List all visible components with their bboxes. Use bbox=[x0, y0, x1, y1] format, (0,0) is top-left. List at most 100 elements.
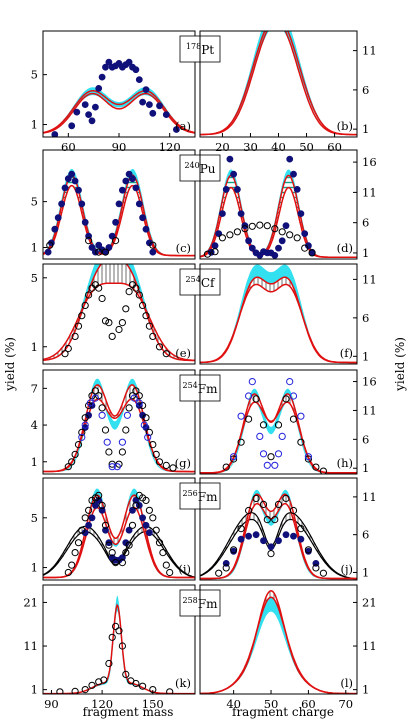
exp-point-filled bbox=[139, 214, 146, 222]
calc-line-2 bbox=[200, 283, 357, 364]
panel-f: 1 6 11 (f) bbox=[199, 263, 377, 365]
exp-point-open bbox=[245, 506, 253, 515]
exp-point-open bbox=[215, 569, 223, 577]
calc-line-1 bbox=[200, 393, 357, 474]
exp-point-open bbox=[68, 561, 76, 569]
exp-point-filled bbox=[156, 102, 163, 110]
exp-point-open bbox=[122, 426, 130, 434]
exp-point-filled bbox=[139, 98, 146, 106]
y-tick-label: 4 bbox=[31, 418, 38, 432]
exp-point-filled bbox=[297, 535, 305, 543]
y-tick-label: 1 bbox=[31, 561, 38, 575]
panel-e: 1 5 (e) 254Cf bbox=[31, 263, 221, 365]
x-tick-label: 60 bbox=[301, 697, 316, 711]
exp-point-open bbox=[95, 248, 103, 256]
nucleus-symbol: Fm bbox=[198, 597, 218, 611]
exp-point-open bbox=[166, 568, 174, 577]
exp-point-filled bbox=[142, 521, 150, 529]
exp-point-open bbox=[108, 549, 116, 557]
exp-point-open bbox=[211, 248, 219, 256]
exp-point-open bbox=[61, 350, 69, 358]
panel-frame bbox=[199, 584, 358, 695]
nucleus-symbol: Pu bbox=[200, 162, 216, 176]
panel-frame bbox=[42, 477, 196, 581]
nucleus-mass: 254 bbox=[186, 275, 201, 284]
nucleus-label: 240Pu bbox=[184, 161, 215, 176]
panel-label: (i) bbox=[178, 562, 191, 576]
exp-point-open bbox=[145, 506, 153, 514]
exp-point-open bbox=[81, 686, 89, 694]
exp-point-filled bbox=[125, 58, 133, 66]
exp-point-filled bbox=[75, 186, 82, 194]
exp-point-filled bbox=[142, 86, 150, 93]
exp-point-open bbox=[122, 549, 130, 557]
exp-point-open bbox=[304, 546, 312, 554]
calc-line-1 bbox=[200, 276, 357, 364]
panel-frame bbox=[199, 30, 358, 138]
y-tick-label: 1 bbox=[31, 118, 38, 132]
exp-point-open bbox=[118, 559, 127, 567]
calc-line-1 bbox=[200, 31, 357, 136]
y-tick-label: 5 bbox=[31, 271, 38, 285]
exp-point-filled bbox=[132, 66, 140, 74]
y-tick-label: 7 bbox=[31, 381, 38, 395]
exp-point-open bbox=[71, 549, 79, 557]
exp-point-open bbox=[145, 322, 153, 330]
exp-point-open bbox=[85, 291, 93, 299]
exp-point-open bbox=[252, 395, 260, 403]
panel-frame bbox=[42, 369, 196, 475]
y-axis-label-right: yield (%) bbox=[393, 337, 407, 392]
exp-point-filled bbox=[245, 532, 252, 540]
hatched-region bbox=[43, 384, 195, 472]
exp-point-filled bbox=[51, 131, 59, 137]
exp-point-open bbox=[162, 561, 170, 569]
exp-point-open bbox=[118, 448, 127, 456]
exp-point-open bbox=[112, 559, 120, 567]
exp-point-open bbox=[105, 448, 113, 456]
exp-point-filled bbox=[282, 531, 290, 539]
exp-point-open bbox=[98, 294, 106, 303]
exp-point-open bbox=[245, 415, 253, 423]
exp-point-open-blue bbox=[98, 411, 106, 419]
y-tick-label: 11 bbox=[362, 639, 377, 653]
exp-point-open bbox=[282, 494, 290, 502]
exp-point-open bbox=[74, 441, 83, 449]
exp-point-open-blue bbox=[271, 461, 279, 469]
hatched-region bbox=[43, 264, 195, 361]
exp-point-open-blue bbox=[278, 432, 286, 440]
exp-point-filled bbox=[129, 506, 136, 514]
exp-point-open bbox=[312, 564, 320, 572]
exp-point-filled bbox=[85, 111, 92, 118]
exp-point-filled bbox=[125, 526, 133, 534]
exp-point-filled bbox=[275, 244, 282, 252]
exp-point-filled bbox=[252, 531, 260, 539]
nucleus-label: 256Fm bbox=[183, 489, 219, 504]
exp-point-open bbox=[286, 231, 294, 239]
panel-label: (a) bbox=[175, 119, 191, 133]
exp-point-open bbox=[169, 464, 177, 472]
exp-point-open bbox=[88, 681, 96, 689]
exp-point-open bbox=[222, 564, 230, 572]
exp-point-filled bbox=[218, 210, 226, 217]
exp-point-open bbox=[252, 494, 260, 502]
exp-point-filled bbox=[68, 122, 76, 130]
exp-point-open bbox=[98, 501, 106, 509]
nucleus-mass: 258 bbox=[183, 596, 198, 605]
exp-point-open bbox=[142, 496, 150, 504]
exp-point-open bbox=[149, 332, 157, 340]
exp-point-filled bbox=[172, 126, 180, 133]
exp-point-open bbox=[237, 525, 245, 533]
exp-point-open-blue bbox=[123, 411, 132, 419]
exp-point-open-blue bbox=[78, 433, 86, 441]
exp-point-open bbox=[128, 521, 137, 529]
exp-point-filled bbox=[105, 539, 113, 547]
calc-line-2 bbox=[200, 596, 357, 694]
nucleus-label: 258Fm bbox=[183, 596, 219, 611]
exp-point-open bbox=[274, 500, 283, 508]
nucleus-symbol: Fm bbox=[198, 382, 218, 396]
y-tick-label: 11 bbox=[23, 639, 38, 653]
exp-point-filled bbox=[81, 424, 89, 431]
y-tick-label: 6 bbox=[362, 216, 369, 230]
exp-point-open-blue bbox=[118, 438, 127, 446]
